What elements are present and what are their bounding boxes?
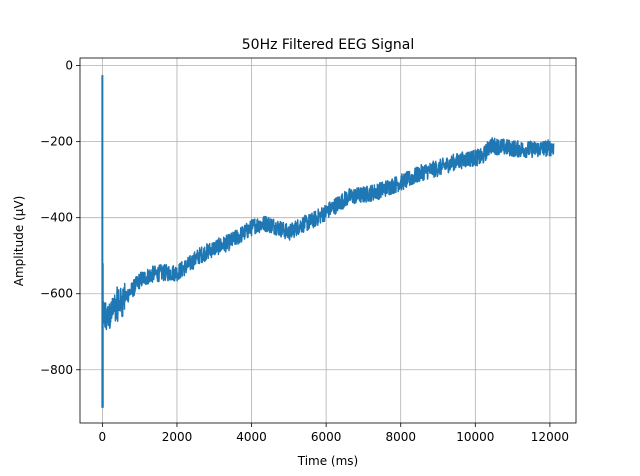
axis-ticks: 0 2000 4000 6000 8000 10000 12000 0 −200 −400 −600… <box>40 59 569 444</box>
y-axis-label: Amplitude (µV) <box>12 196 26 287</box>
grid-lines <box>80 58 576 423</box>
x-tick-label: 10000 <box>456 430 494 444</box>
y-tick-label: 0 <box>65 59 73 73</box>
plot-area <box>101 75 555 408</box>
chart-title: 50Hz Filtered EEG Signal <box>242 37 414 53</box>
x-tick-label: 4000 <box>236 430 267 444</box>
y-tick-label: −200 <box>40 135 73 149</box>
x-axis-label: Time (ms) <box>297 454 359 468</box>
y-tick-label: −800 <box>40 363 73 377</box>
x-tick-label: 6000 <box>311 430 342 444</box>
y-tick-label: −400 <box>40 211 73 225</box>
eeg-signal-line <box>101 137 555 331</box>
x-tick-label: 12000 <box>531 430 569 444</box>
x-tick-label: 2000 <box>162 430 193 444</box>
x-tick-label: 8000 <box>385 430 416 444</box>
y-tick-label: −600 <box>40 287 73 301</box>
x-tick-label: 0 <box>99 430 107 444</box>
axes-frame <box>79 57 577 424</box>
